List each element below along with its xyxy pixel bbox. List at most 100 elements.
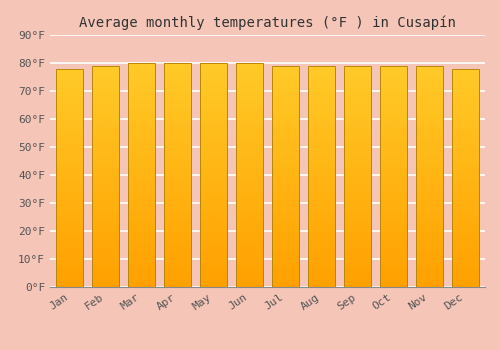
Bar	[200, 189, 227, 192]
Bar	[344, 243, 371, 246]
Bar	[128, 130, 155, 133]
Bar	[56, 191, 84, 194]
Bar	[236, 262, 263, 265]
Bar	[416, 74, 443, 77]
Bar	[416, 251, 443, 254]
Bar	[236, 197, 263, 200]
Bar	[452, 69, 478, 287]
Bar	[164, 223, 191, 225]
Bar	[128, 111, 155, 113]
Bar	[344, 82, 371, 85]
Bar	[344, 66, 371, 69]
Bar	[56, 257, 84, 260]
Bar	[128, 237, 155, 239]
Bar	[236, 63, 263, 66]
Bar	[128, 256, 155, 259]
Bar	[92, 171, 119, 174]
Bar	[200, 256, 227, 259]
Bar	[92, 116, 119, 118]
Bar	[200, 125, 227, 127]
Bar	[308, 88, 335, 91]
Bar	[344, 212, 371, 215]
Bar	[416, 265, 443, 268]
Bar	[200, 231, 227, 234]
Bar	[56, 99, 84, 101]
Bar	[92, 268, 119, 271]
Bar	[236, 80, 263, 83]
Bar	[56, 102, 84, 104]
Bar	[416, 273, 443, 276]
Bar	[380, 196, 407, 198]
Bar	[344, 259, 371, 262]
Bar	[236, 113, 263, 116]
Bar	[416, 226, 443, 229]
Bar	[416, 234, 443, 237]
Bar	[380, 271, 407, 273]
Bar	[272, 66, 299, 69]
Bar	[416, 154, 443, 157]
Bar	[308, 284, 335, 287]
Bar	[236, 63, 263, 287]
Bar	[56, 194, 84, 197]
Bar	[164, 74, 191, 77]
Bar	[92, 265, 119, 268]
Bar	[452, 79, 478, 82]
Bar	[380, 198, 407, 201]
Bar	[308, 271, 335, 273]
Bar	[308, 276, 335, 279]
Bar	[416, 130, 443, 132]
Bar	[380, 279, 407, 281]
Bar	[416, 69, 443, 71]
Bar	[56, 252, 84, 254]
Bar	[272, 165, 299, 168]
Bar	[344, 160, 371, 162]
Bar	[200, 209, 227, 211]
Bar	[452, 183, 478, 186]
Bar	[344, 188, 371, 190]
Bar	[200, 99, 227, 102]
Bar	[416, 99, 443, 102]
Bar	[92, 246, 119, 248]
Bar	[92, 74, 119, 77]
Bar	[416, 248, 443, 251]
Bar	[164, 80, 191, 83]
Bar	[128, 125, 155, 127]
Bar	[272, 284, 299, 287]
Bar	[236, 220, 263, 223]
Bar	[272, 220, 299, 223]
Bar	[164, 259, 191, 262]
Bar	[380, 96, 407, 99]
Bar	[380, 193, 407, 196]
Bar	[236, 122, 263, 125]
Bar	[344, 110, 371, 113]
Bar	[200, 150, 227, 153]
Bar	[56, 222, 84, 224]
Bar	[128, 183, 155, 186]
Bar	[380, 223, 407, 226]
Bar	[416, 262, 443, 265]
Bar	[164, 178, 191, 181]
Bar	[344, 226, 371, 229]
Bar	[380, 102, 407, 105]
Bar	[56, 202, 84, 205]
Bar	[452, 88, 478, 90]
Bar	[92, 281, 119, 284]
Bar	[308, 207, 335, 210]
Bar	[164, 256, 191, 259]
Bar	[308, 223, 335, 226]
Bar	[308, 273, 335, 276]
Bar	[200, 279, 227, 281]
Bar	[236, 273, 263, 276]
Bar	[56, 159, 84, 161]
Bar	[236, 231, 263, 234]
Bar	[272, 121, 299, 124]
Bar	[380, 234, 407, 237]
Bar	[416, 210, 443, 212]
Bar	[452, 265, 478, 268]
Bar	[416, 157, 443, 160]
Bar	[128, 136, 155, 139]
Bar	[236, 91, 263, 94]
Bar	[452, 90, 478, 93]
Bar	[200, 273, 227, 276]
Bar	[308, 176, 335, 179]
